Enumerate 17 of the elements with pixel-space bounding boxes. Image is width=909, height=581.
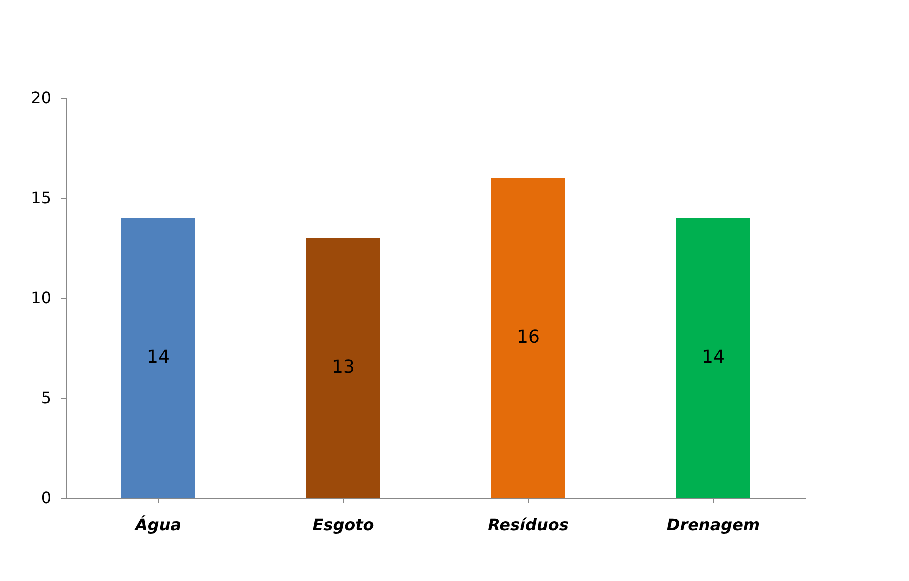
data-label: 14	[702, 347, 725, 368]
x-tick-label: Drenagem	[666, 516, 760, 534]
y-tick-label: 10	[31, 288, 52, 308]
data-label: 13	[332, 357, 355, 378]
data-label: 14	[147, 347, 170, 368]
y-tick-label: 15	[31, 188, 52, 208]
y-tick-label: 20	[31, 88, 52, 108]
data-label: 16	[517, 327, 540, 348]
bar	[122, 218, 196, 498]
x-tick-label: Resíduos	[488, 516, 569, 534]
bar	[492, 178, 566, 498]
x-tick-label: Água	[133, 516, 182, 534]
bar	[676, 218, 750, 498]
y-tick-label: 5	[41, 388, 52, 408]
x-tick-label: Esgoto	[312, 516, 374, 534]
bar	[306, 238, 380, 498]
y-tick-label: 0	[41, 488, 52, 508]
